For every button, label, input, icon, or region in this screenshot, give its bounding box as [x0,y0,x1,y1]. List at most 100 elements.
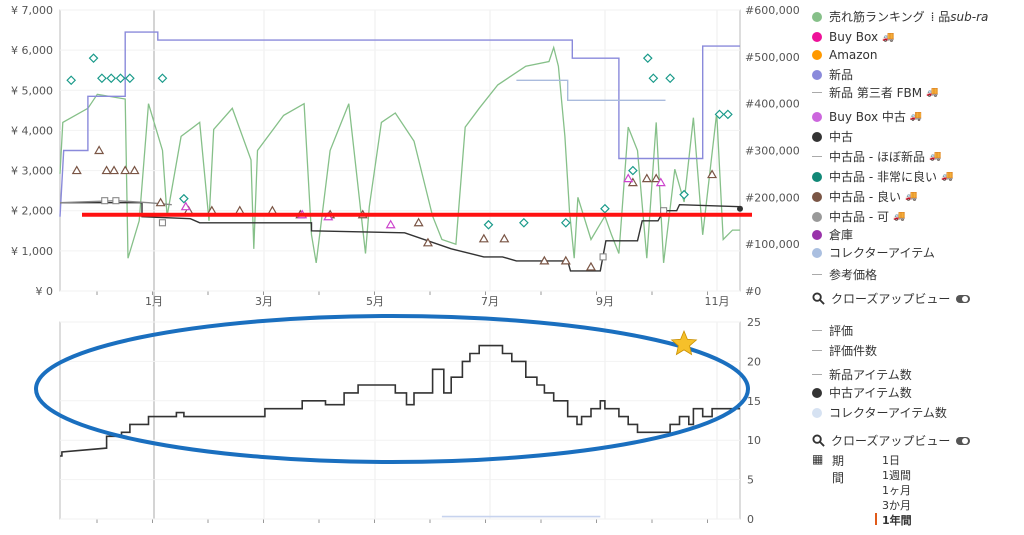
y-left-tick-label: ¥ 0 [36,285,54,298]
series-line-新品 [59,31,740,217]
closeup-label: クローズアップビュー [831,434,951,448]
legend.items-item[interactable]: 新品 [812,66,853,83]
closeup-view-toggle[interactable]: クローズアップビュー [812,432,971,449]
legend.items-item[interactable]: Amazon [812,48,878,62]
legend.items-item[interactable]: 新品 第三者 FBM 🚚 [812,84,939,101]
legend-label: 新品アイテム数 [829,368,912,382]
triangle-marker [155,197,166,207]
y-right-tick-label: #200,000 [745,191,800,204]
period-option[interactable]: 1週間 [882,469,911,482]
legend-label: コレクターアイテム [829,246,935,260]
legend.items-item[interactable]: 中古品 - 良い 🚚 [812,188,917,205]
x-tick-label: 5月 [366,295,384,308]
legend-label: 新品 第三者 FBM [829,86,923,100]
period-option[interactable]: 1日 [882,454,900,467]
legend.items-item[interactable]: 参考価格 [812,266,877,283]
diamond-marker [723,109,733,120]
diamond-marker [483,219,494,230]
legend.items-item[interactable]: 倉庫 [812,226,853,243]
legend-label: 評価 [829,324,854,338]
diamond-marker [97,73,107,84]
count-line-中古アイテム数 [60,344,740,457]
legend.items-item[interactable]: コレクターアイテム [812,244,935,261]
legend.items2-item[interactable]: 中古アイテム数 [812,384,912,401]
legend-label: 評価件数 [829,344,878,358]
diamond-marker [157,73,168,84]
triangle-marker [707,169,718,179]
legend.items-item[interactable]: Buy Box 中古 🚚 [812,108,922,125]
legend-dash-icon [812,330,822,331]
y-right-tick-label: #100,000 [745,238,800,251]
legend.items-item[interactable]: Buy Box 🚚 [812,30,895,44]
y-left-tick-label: ¥ 4,000 [11,124,53,137]
calendar-icon: ▦ [812,452,824,466]
legend.items-item[interactable]: 中古品 - ほぼ新品 🚚 [812,148,941,165]
legend.items2-item[interactable]: 評価件数 [812,342,877,359]
diamond-marker [665,73,675,84]
legend-dot-icon [812,11,822,22]
toggle-switch[interactable] [956,294,971,303]
y-right-tick-label: #400,000 [745,98,800,111]
diamond-marker [600,203,610,214]
diamond-marker [179,193,189,204]
square-marker [599,253,607,261]
y-count-tick-label: 5 [747,474,754,487]
triangle-marker [180,201,191,211]
truck-icon: 🚚 [909,111,923,122]
x-tick-label: 9月 [596,295,614,308]
legend.items-item[interactable]: 中古 [812,128,853,145]
y-left-tick-label: ¥ 1,000 [11,245,53,258]
legend.items-item[interactable]: 中古品 - 非常に良い 🚚 [812,168,953,185]
triangle-marker [120,165,131,175]
triangle-marker [413,217,424,227]
triangle-marker [422,237,433,247]
period-option[interactable]: 1ヶ月 [882,484,911,497]
legend.items2-item[interactable]: コレクターアイテム数 [812,404,947,421]
square-marker [158,219,167,227]
legend-label: 売れ筋ランキング [829,10,925,24]
legend-label: Buy Box 中古 [829,110,906,124]
y-count-tick-label: 20 [747,355,761,368]
legend.items2-item[interactable]: 新品アイテム数 [812,366,912,383]
rank-category-icon[interactable]: ⁞ 品 [930,10,951,24]
legend-dot-icon [812,387,822,398]
legend-dash-icon [812,350,822,351]
period-option[interactable]: 1年間 [875,513,912,527]
triangle-marker [499,233,510,243]
truck-icon: 🚚 [928,151,942,162]
period-label: 期間 [832,454,845,485]
truck-icon: 🚚 [904,191,918,202]
triangle-marker [623,173,634,183]
y-count-tick-label: 15 [747,395,761,408]
legend-label: 中古アイテム数 [829,386,912,400]
diamond-marker [115,73,126,84]
period-option[interactable]: 3か月 [882,499,911,512]
legend-dot-icon [812,111,822,122]
triangle-marker [539,255,550,265]
legend-label: 中古品 - 可 [829,210,889,224]
star-icon [670,329,698,356]
diamond-marker [519,217,529,228]
legend-label: 新品 [829,68,854,82]
diamond-marker [648,73,659,84]
y-right-tick-label: #300,000 [745,145,800,158]
diamond-marker [66,75,77,86]
x-tick-label: 3月 [255,295,273,308]
triangle-marker [560,255,571,265]
legend-label: 中古品 - 非常に良い [829,170,937,184]
legend.items-item[interactable]: 中古品 - 可 🚚 [812,208,905,225]
toggle-switch[interactable] [956,436,971,445]
legend.items2-item[interactable]: 評価 [812,322,853,339]
diamond-marker [88,53,99,64]
legend-dash-icon [812,156,822,157]
triangle-marker [94,145,105,155]
diamond-marker [714,109,725,120]
y-count-tick-label: 25 [747,316,761,329]
legend-label: 中古 [829,130,854,144]
legend-dot-icon [812,229,822,240]
legend-label: 中古品 - ほぼ新品 [829,150,925,164]
closeup-view-toggle[interactable]: クローズアップビュー [812,290,971,307]
sub-rank-label[interactable]: sub-ra [950,9,989,24]
legend-dot-icon [812,131,822,142]
legend.items-item[interactable]: 売れ筋ランキング ⁞ 品 sub-ra [812,8,988,25]
